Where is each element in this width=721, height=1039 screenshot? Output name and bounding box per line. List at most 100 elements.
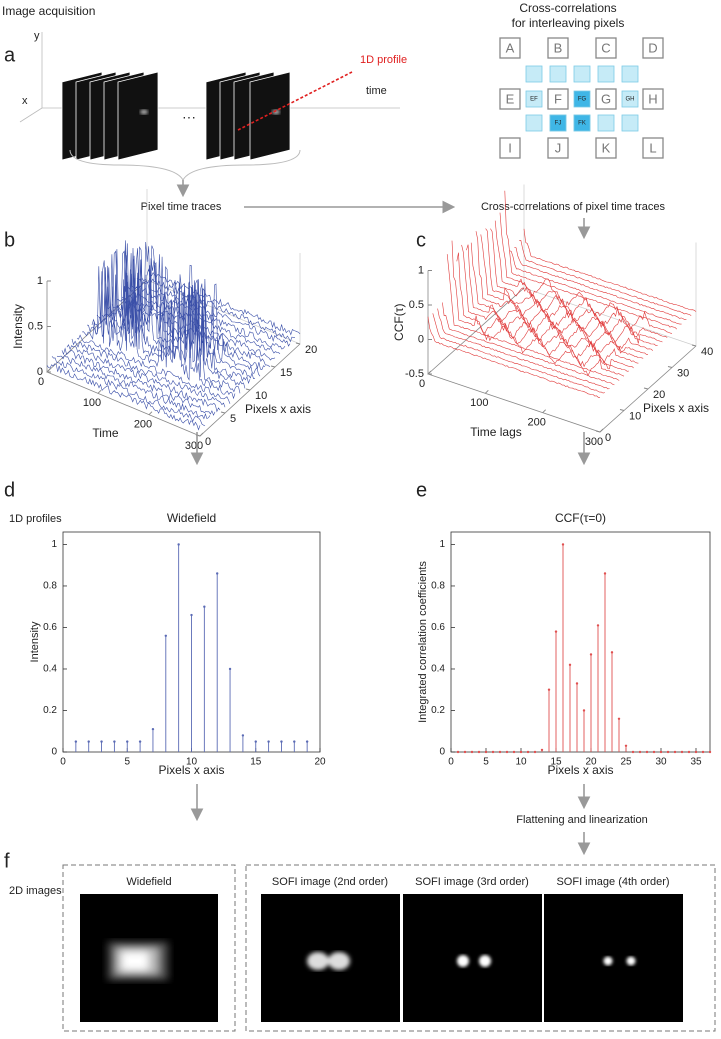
x-tick-label: 300 — [585, 436, 603, 448]
trace-illustration — [475, 231, 649, 355]
pixel-box — [499, 137, 521, 159]
stem-marker — [151, 727, 155, 731]
stem-marker — [267, 740, 270, 743]
stem-marker — [203, 605, 206, 608]
axis-label: CCF(τ) — [392, 304, 406, 341]
frame-stack — [61, 71, 291, 161]
virtual-pixel — [525, 90, 543, 108]
trace-illustration — [106, 240, 261, 377]
stem-marker — [216, 572, 219, 575]
image-box — [245, 864, 716, 1032]
stem-marker — [126, 740, 129, 743]
stem-marker — [177, 543, 180, 546]
stem-marker — [526, 750, 530, 754]
axis-label: y — [34, 30, 40, 42]
trace-illustration — [91, 254, 246, 389]
spot — [272, 109, 280, 115]
trace-illustration — [456, 252, 629, 372]
axis-label: Time — [92, 426, 119, 440]
stem-marker — [512, 750, 516, 754]
z-tick-label: -0.5 — [405, 368, 424, 380]
stem-marker — [624, 744, 628, 747]
axis-label: time — [366, 85, 387, 97]
pixel-label: I — [508, 140, 512, 155]
sofi-image — [544, 894, 683, 1022]
trace-illustration — [466, 244, 639, 364]
pixel-box — [642, 37, 664, 59]
pixel-box — [642, 137, 664, 159]
tick-mark — [46, 368, 51, 373]
stem-marker — [673, 750, 677, 754]
tick-mark — [295, 342, 301, 345]
panel-label: b — [4, 229, 15, 251]
image-title: SOFI image (3rd order) — [415, 876, 529, 888]
trace-illustration — [480, 234, 653, 351]
trace-illustration — [71, 338, 226, 408]
image-title: SOFI image (4th order) — [556, 876, 669, 888]
x-tick-label: 200 — [134, 419, 152, 431]
image-title: Widefield — [126, 876, 171, 888]
stem-marker — [164, 634, 167, 637]
brace — [69, 149, 301, 182]
y-tick-label: 20 — [305, 344, 317, 356]
pixel-label: E — [506, 91, 515, 106]
stem-marker — [652, 750, 656, 754]
stem-marker — [505, 750, 509, 754]
stem-marker — [190, 613, 193, 617]
frame — [249, 71, 291, 161]
trace-illustration — [51, 356, 206, 427]
stem-marker — [561, 543, 565, 546]
stem-charts: Widefield Pixels x axis Intensity 0 0.2 0.4 0.… — [29, 511, 712, 777]
trace-illustration — [66, 344, 221, 413]
tick-mark — [595, 430, 601, 433]
panel-label: f — [4, 850, 10, 872]
axis-label: Time lags — [470, 425, 522, 439]
trace-illustration — [432, 313, 605, 394]
virtual-pixel — [573, 90, 591, 108]
section-title: Image acquisition — [2, 4, 95, 18]
profile-label: 1D profile — [360, 54, 407, 66]
y-axis-label: Intensity — [29, 621, 41, 662]
axis-label: Pixels x axis — [643, 401, 709, 415]
pixel-label: G — [601, 91, 611, 106]
stem-marker — [463, 750, 467, 754]
virtual-label: EF — [530, 97, 538, 103]
stem-marker — [280, 740, 283, 743]
sofi-image — [403, 894, 542, 1022]
tick-mark — [599, 428, 604, 433]
image-box — [62, 864, 236, 1032]
trace-illustration — [81, 266, 236, 400]
panel-label: d — [4, 479, 15, 501]
virtual-label: GH — [626, 97, 635, 103]
virtual-pixel — [621, 90, 639, 108]
x-tick-label: 10 — [186, 757, 198, 768]
trace-illustration — [509, 250, 682, 325]
stem-marker — [477, 750, 481, 754]
pixel-label: K — [602, 140, 611, 155]
trace-illustration — [427, 316, 600, 398]
tick-mark — [691, 344, 697, 347]
trace-illustration — [470, 242, 644, 359]
stem-marker — [582, 709, 586, 712]
pixel-box — [595, 37, 617, 59]
trace-illustration — [504, 190, 678, 330]
y-tick-label: 5 — [230, 413, 236, 425]
x-tick-label: 30 — [655, 757, 667, 768]
trace-illustration — [523, 228, 697, 312]
y-tick-label: 0.4 — [431, 664, 445, 675]
virtual-label: FG — [578, 97, 587, 103]
stem-marker — [533, 750, 537, 754]
stem-marker — [491, 750, 495, 754]
image-title: SOFI image (2nd order) — [272, 876, 388, 888]
x-tick-label: 35 — [690, 757, 702, 768]
pixel-box — [547, 88, 569, 110]
panel-label: c — [416, 229, 426, 251]
stem-marker — [254, 740, 257, 743]
x-axis-label: Pixels x axis — [547, 763, 613, 777]
stem-marker — [568, 663, 572, 667]
pixel-box — [642, 88, 664, 110]
step-label: Flattening and linearization — [516, 814, 647, 826]
y-tick-label: 10 — [255, 390, 267, 402]
